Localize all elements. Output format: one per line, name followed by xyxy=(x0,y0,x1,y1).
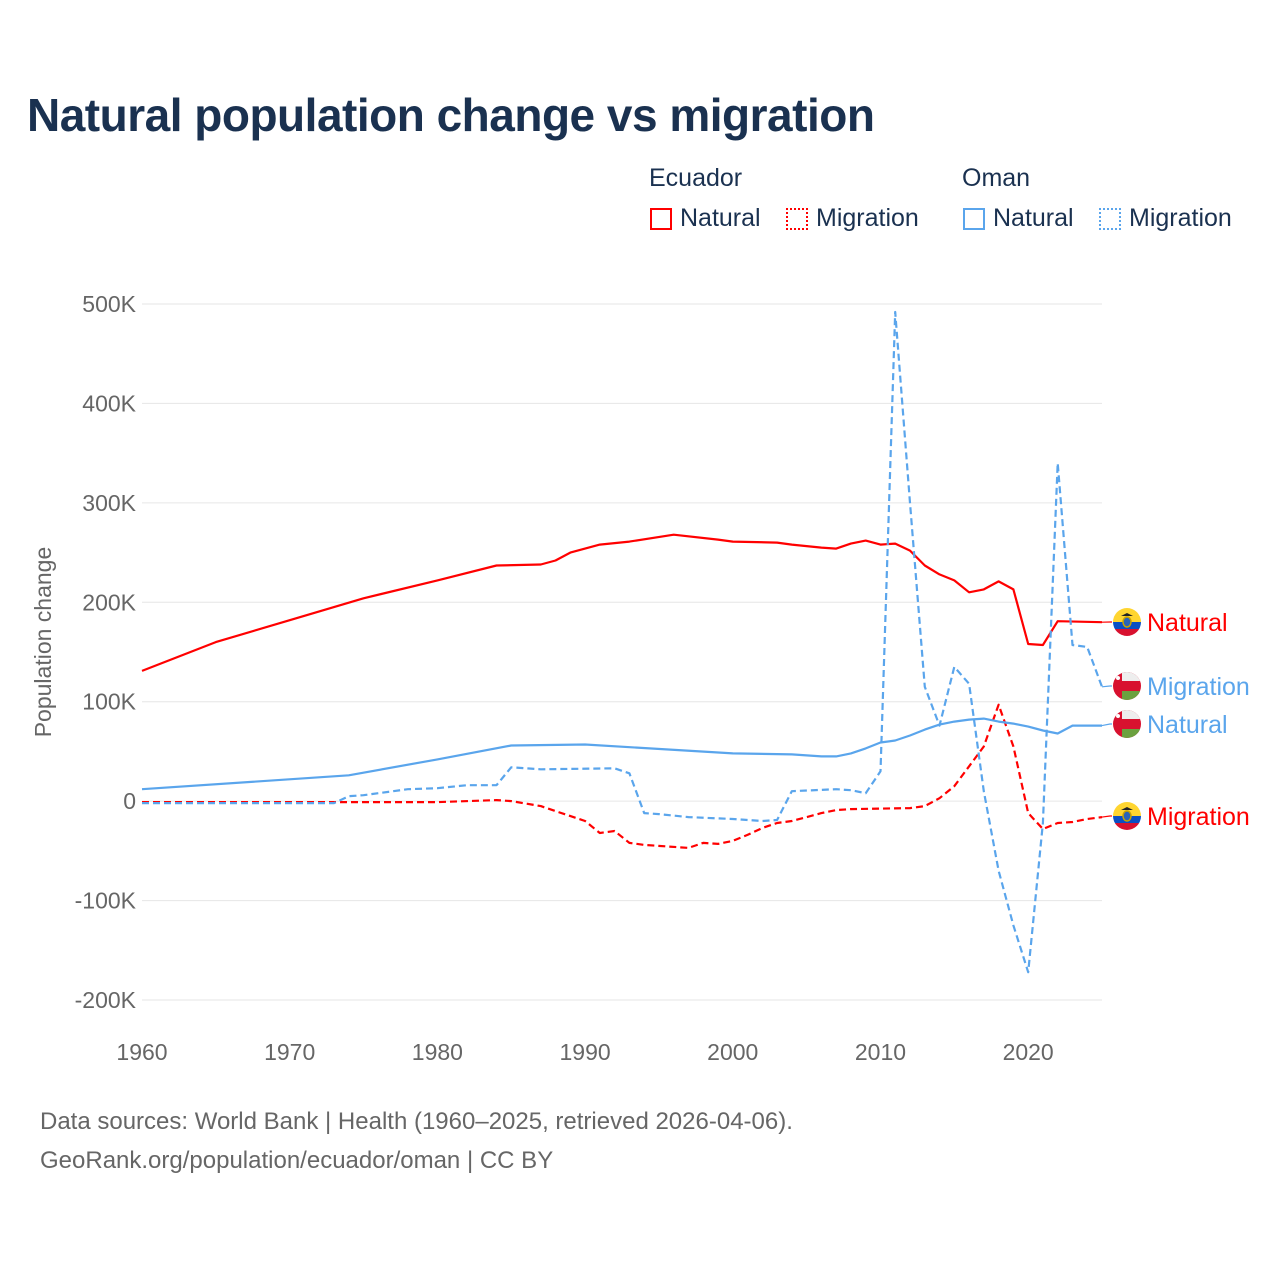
legend-swatch-dotted xyxy=(1099,207,1121,230)
end-label-connector xyxy=(1101,723,1112,727)
legend-country-oman: Oman xyxy=(962,164,1031,192)
x-tick-label: 2010 xyxy=(855,1039,906,1065)
legend-swatch-solid xyxy=(963,207,985,230)
legend-ecuador-natural[interactable]: Natural xyxy=(650,204,761,233)
y-tick-label: -100K xyxy=(75,888,137,914)
ecuador-flag-icon xyxy=(1113,608,1141,636)
legend-ecuador-migration[interactable]: Migration xyxy=(786,204,919,233)
legend-swatch-dotted xyxy=(786,207,808,230)
series-line-ecuador-migration xyxy=(142,703,1103,850)
y-axis-label: Population change xyxy=(30,547,56,738)
legend-label: Natural xyxy=(680,204,761,232)
x-tick-label: 1990 xyxy=(559,1039,610,1065)
y-tick-label: 300K xyxy=(82,490,136,516)
footer-attribution[interactable]: GeoRank.org/population/ecuador/oman | CC… xyxy=(40,1147,554,1174)
end-label-connector xyxy=(1101,685,1112,688)
y-tick-label: 200K xyxy=(82,589,136,615)
series-line-oman-natural xyxy=(141,717,1102,791)
y-tick-label: 500K xyxy=(82,291,136,317)
ecuador-flag-icon xyxy=(1113,802,1141,830)
x-tick-label: 1980 xyxy=(412,1039,463,1065)
end-label: Natural xyxy=(1147,609,1228,637)
legend-label: Migration xyxy=(1129,204,1232,232)
legend-country-ecuador: Ecuador xyxy=(649,164,743,192)
x-tick-label: 1960 xyxy=(116,1039,167,1065)
legend-swatch-solid xyxy=(650,207,672,230)
series-line-oman-migration xyxy=(142,310,1104,974)
oman-flag-icon xyxy=(1113,710,1141,738)
end-label: Migration xyxy=(1147,673,1250,701)
x-tick-label: 2000 xyxy=(707,1039,758,1065)
y-tick-label: -200K xyxy=(75,987,137,1013)
legend-oman-migration[interactable]: Migration xyxy=(1099,204,1232,233)
legend-oman-natural[interactable]: Natural xyxy=(963,204,1074,233)
y-tick-label: 400K xyxy=(82,390,136,416)
chart-title: Natural population change vs migration xyxy=(27,89,875,141)
y-tick-label: 100K xyxy=(82,689,136,715)
end-label: Natural xyxy=(1147,711,1228,739)
x-tick-label: 1970 xyxy=(264,1039,315,1065)
footer-sources: Data sources: World Bank | Health (1960–… xyxy=(40,1108,793,1135)
oman-flag-icon xyxy=(1113,672,1141,700)
x-tick-label: 2020 xyxy=(1003,1039,1054,1065)
y-tick-label: 0 xyxy=(123,788,136,814)
end-label-connector xyxy=(1101,815,1112,818)
series-line-ecuador-natural xyxy=(141,533,1103,672)
end-label: Migration xyxy=(1147,803,1250,831)
legend-label: Migration xyxy=(816,204,919,232)
legend-label: Natural xyxy=(993,204,1074,232)
